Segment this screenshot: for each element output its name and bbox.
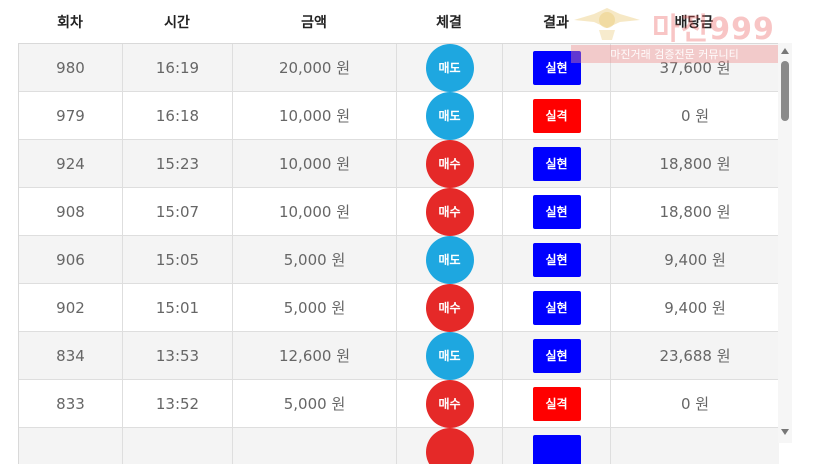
amount-cell xyxy=(233,428,397,464)
result-badge: 실격 xyxy=(533,99,581,133)
payout-cell: 0 원 xyxy=(611,380,779,427)
scroll-up-icon[interactable] xyxy=(781,48,789,54)
round-cell: 906 xyxy=(19,236,123,283)
table-row: 834 13:53 12,600 원 매도 실현 23,688 원 xyxy=(19,332,779,380)
time-cell: 15:01 xyxy=(123,284,233,331)
trade-cell xyxy=(397,428,503,464)
table-row: 902 15:01 5,000 원 매수 실현 9,400 원 xyxy=(19,284,779,332)
table-row: 906 15:05 5,000 원 매도 실현 9,400 원 xyxy=(19,236,779,284)
vertical-scrollbar[interactable] xyxy=(778,43,792,443)
time-cell: 15:23 xyxy=(123,140,233,187)
trade-cell: 매수 xyxy=(397,188,503,235)
table-row: 979 16:18 10,000 원 매도 실격 0 원 xyxy=(19,92,779,140)
result-cell: 실현 xyxy=(503,236,611,283)
result-cell: 실현 xyxy=(503,332,611,379)
result-badge xyxy=(533,435,581,464)
round-cell: 980 xyxy=(19,44,123,91)
trade-badge: 매수 xyxy=(426,284,474,332)
payout-cell: 18,800 원 xyxy=(611,188,779,235)
table-row: 924 15:23 10,000 원 매수 실현 18,800 원 xyxy=(19,140,779,188)
trade-cell: 매수 xyxy=(397,140,503,187)
trade-badge: 매도 xyxy=(426,236,474,284)
amount-cell: 5,000 원 xyxy=(233,284,397,331)
trade-badge: 매수 xyxy=(426,140,474,188)
column-header-round: 회차 xyxy=(18,0,122,43)
trade-badge: 매도 xyxy=(426,44,474,92)
trade-cell: 매도 xyxy=(397,332,503,379)
payout-cell: 9,400 원 xyxy=(611,284,779,331)
scroll-down-icon[interactable] xyxy=(781,429,789,435)
trade-badge: 매도 xyxy=(426,332,474,380)
payout-cell: 23,688 원 xyxy=(611,332,779,379)
table-row: 833 13:52 5,000 원 매수 실격 0 원 xyxy=(19,380,779,428)
amount-cell: 10,000 원 xyxy=(233,140,397,187)
result-cell: 실현 xyxy=(503,140,611,187)
watermark-tagline: 마진거래 검증전문 커뮤니티 xyxy=(571,45,778,63)
round-cell: 833 xyxy=(19,380,123,427)
column-header-trade: 체결 xyxy=(396,0,502,43)
result-cell: 실격 xyxy=(503,92,611,139)
trade-cell: 매도 xyxy=(397,44,503,91)
time-cell: 15:05 xyxy=(123,236,233,283)
result-cell: 실현 xyxy=(503,188,611,235)
trade-badge: 매수 xyxy=(426,188,474,236)
amount-cell: 10,000 원 xyxy=(233,188,397,235)
amount-cell: 5,000 원 xyxy=(233,380,397,427)
result-cell: 실현 xyxy=(503,284,611,331)
column-header-time: 시간 xyxy=(122,0,232,43)
trade-cell: 매도 xyxy=(397,236,503,283)
payout-cell: 9,400 원 xyxy=(611,236,779,283)
trade-cell: 매수 xyxy=(397,284,503,331)
result-cell: 실격 xyxy=(503,380,611,427)
round-cell: 908 xyxy=(19,188,123,235)
time-cell: 16:19 xyxy=(123,44,233,91)
watermark-logo-icon xyxy=(572,6,642,42)
result-badge: 실현 xyxy=(533,291,581,325)
round-cell xyxy=(19,428,123,464)
scrollbar-thumb[interactable] xyxy=(781,61,789,121)
time-cell: 15:07 xyxy=(123,188,233,235)
payout-cell: 0 원 xyxy=(611,92,779,139)
round-cell: 924 xyxy=(19,140,123,187)
time-cell xyxy=(123,428,233,464)
table-row xyxy=(19,428,779,464)
result-badge: 실격 xyxy=(533,387,581,421)
trade-badge xyxy=(426,428,474,464)
result-cell xyxy=(503,428,611,464)
table-row: 908 15:07 10,000 원 매수 실현 18,800 원 xyxy=(19,188,779,236)
watermark-brand: 마진999 xyxy=(652,4,775,48)
time-cell: 13:53 xyxy=(123,332,233,379)
result-badge: 실현 xyxy=(533,147,581,181)
column-header-amount: 금액 xyxy=(232,0,396,43)
result-badge: 실현 xyxy=(533,195,581,229)
trade-cell: 매수 xyxy=(397,380,503,427)
trade-badge: 매도 xyxy=(426,92,474,140)
round-cell: 979 xyxy=(19,92,123,139)
result-badge: 실현 xyxy=(533,243,581,277)
amount-cell: 10,000 원 xyxy=(233,92,397,139)
amount-cell: 12,600 원 xyxy=(233,332,397,379)
round-cell: 834 xyxy=(19,332,123,379)
trade-history-table: 980 16:19 20,000 원 매도 실현 37,600 원 979 16… xyxy=(18,43,779,464)
time-cell: 13:52 xyxy=(123,380,233,427)
trade-cell: 매도 xyxy=(397,92,503,139)
result-badge: 실현 xyxy=(533,339,581,373)
trade-badge: 매수 xyxy=(426,380,474,428)
time-cell: 16:18 xyxy=(123,92,233,139)
round-cell: 902 xyxy=(19,284,123,331)
payout-cell xyxy=(611,428,779,464)
payout-cell: 18,800 원 xyxy=(611,140,779,187)
amount-cell: 5,000 원 xyxy=(233,236,397,283)
amount-cell: 20,000 원 xyxy=(233,44,397,91)
